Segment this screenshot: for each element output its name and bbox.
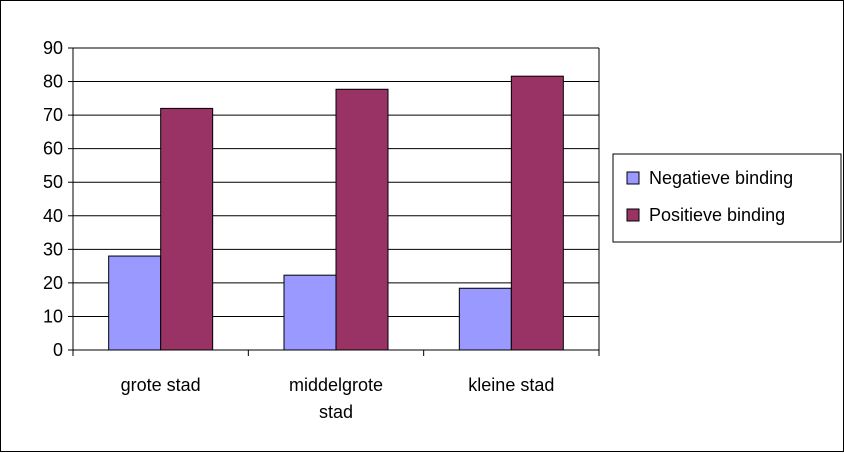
- bar-negatieve-2: [458, 287, 512, 351]
- y-tick-label: 50: [43, 172, 63, 192]
- y-tick-label: 90: [43, 38, 63, 58]
- bar-positieve-2: [510, 75, 564, 351]
- category-label: kleine stad: [468, 375, 554, 395]
- bar-positieve-1: [335, 88, 389, 351]
- y-tick-labels: 0 10 20 30 40 50 60 70 80 90: [43, 38, 63, 360]
- y-tick-label: 0: [53, 340, 63, 360]
- category-labels: grote stad middelgrote stad kleine stad: [121, 375, 555, 422]
- y-tick-label: 30: [43, 239, 63, 259]
- y-tick-label: 70: [43, 105, 63, 125]
- y-tick-label: 20: [43, 273, 63, 293]
- legend-swatch: [626, 171, 640, 185]
- legend-label: Negatieve binding: [649, 168, 793, 188]
- bar-negatieve-0: [108, 255, 162, 351]
- axes: [68, 47, 600, 356]
- legend-swatch: [626, 208, 640, 222]
- y-tick-label: 60: [43, 139, 63, 159]
- bar-positieve-0: [160, 107, 214, 351]
- category-label: stad: [319, 402, 353, 422]
- y-tick-label: 40: [43, 206, 63, 226]
- category-label: grote stad: [121, 375, 201, 395]
- legend-label: Positieve binding: [649, 205, 785, 225]
- legend-box: [612, 153, 842, 243]
- bars: [108, 75, 564, 351]
- y-tick-label: 80: [43, 72, 63, 92]
- y-tick-label: 10: [43, 306, 63, 326]
- bar-negatieve-1: [283, 274, 337, 351]
- category-label: middelgrote: [289, 375, 383, 395]
- legend: Negatieve binding Positieve binding: [612, 153, 842, 243]
